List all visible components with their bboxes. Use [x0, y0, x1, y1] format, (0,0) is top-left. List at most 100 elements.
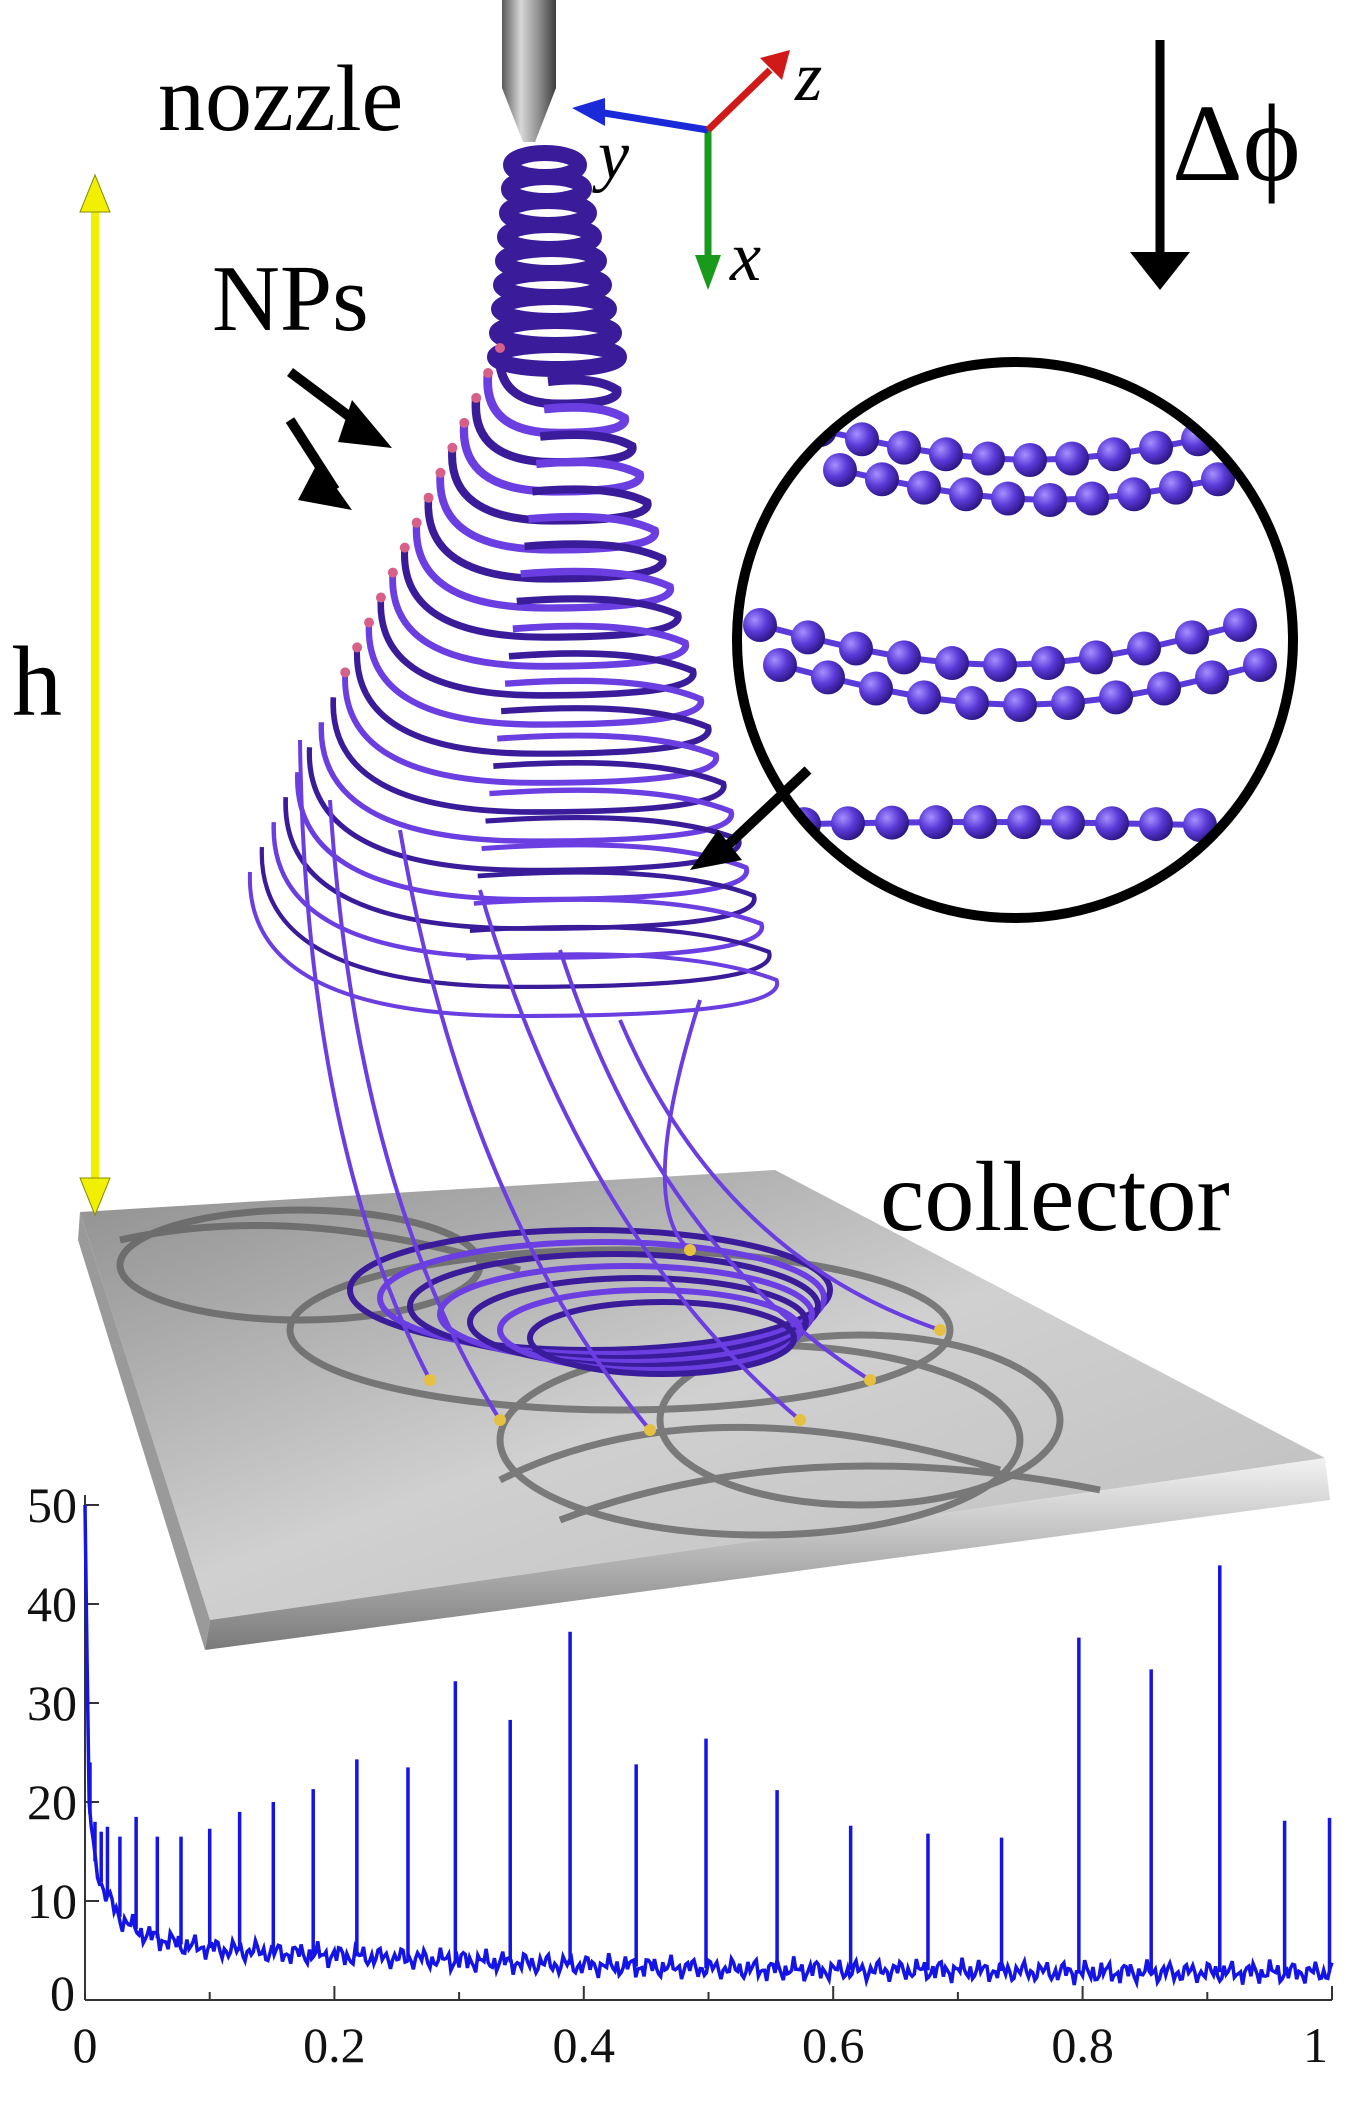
jet-deposit-loop — [407, 1251, 821, 1361]
spectrum-series — [83, 1504, 1334, 1990]
coordinate-axes — [572, 50, 790, 290]
jet-deposit-loop — [437, 1263, 815, 1365]
bead — [1003, 688, 1037, 722]
jet-strand — [398, 829, 652, 1432]
nozzle — [502, 0, 556, 142]
np-tip — [864, 1374, 876, 1386]
bead — [991, 481, 1025, 516]
np-tip — [387, 567, 398, 578]
bead — [1031, 646, 1065, 681]
jet-deposit-loop — [377, 1239, 827, 1357]
bead — [963, 805, 997, 839]
bead — [1147, 671, 1181, 706]
np-tip — [483, 367, 494, 378]
height-arrow — [79, 173, 111, 1217]
np-tip — [459, 417, 470, 428]
y-tick-label: 20 — [27, 1774, 77, 1830]
jet-loop — [259, 846, 772, 989]
bead — [763, 648, 797, 682]
bead — [1139, 430, 1173, 465]
jet-loop — [365, 622, 705, 728]
bead — [859, 671, 893, 706]
bead — [1095, 806, 1129, 841]
bead — [1117, 477, 1151, 512]
nps-arrows — [285, 368, 392, 510]
spectrum-baseline — [83, 1504, 1334, 1990]
np-tip — [794, 1414, 806, 1426]
jet-helix — [247, 145, 946, 1436]
jet-loop — [389, 572, 690, 670]
bead — [1079, 640, 1113, 675]
delta-phi-label: Δϕ — [1172, 82, 1301, 204]
jet-strand — [328, 799, 502, 1422]
y-tick-label: 40 — [27, 1576, 77, 1632]
bead — [1013, 443, 1047, 477]
x-tick-label: 1 — [1303, 2017, 1328, 2073]
jet-strand — [618, 1019, 941, 1332]
bead — [831, 806, 865, 841]
nps-label: NPs — [212, 247, 369, 351]
jet-deposit-loop — [467, 1275, 809, 1369]
axis-label-y: y — [592, 117, 630, 194]
jet-loop — [271, 821, 765, 960]
jet-loop — [342, 672, 720, 786]
bead — [887, 640, 921, 675]
bead — [1223, 413, 1257, 447]
jet-deposit-loop — [527, 1299, 797, 1377]
axis-label-z: z — [794, 39, 822, 116]
np-tip — [364, 617, 375, 628]
np-tip — [399, 542, 410, 553]
jet-loop — [295, 772, 750, 902]
bead — [919, 805, 953, 840]
y-tick-label: 50 — [27, 1477, 77, 1533]
np-tip — [494, 1414, 506, 1426]
delta-phi-arrow — [1130, 40, 1190, 290]
bead — [1075, 481, 1109, 516]
jet-loop — [377, 597, 697, 699]
bead — [839, 631, 873, 666]
bead — [1159, 470, 1193, 505]
jet-loop — [424, 497, 667, 583]
bead — [1097, 437, 1131, 472]
x-tick-label: 0.6 — [802, 2017, 865, 2073]
np-tip — [375, 592, 386, 603]
bead — [935, 646, 969, 681]
jet-strand — [478, 889, 802, 1422]
bead — [983, 648, 1017, 682]
bead — [1007, 805, 1041, 840]
x-tick-label: 0.8 — [1051, 2017, 1114, 2073]
np-tip — [644, 1424, 656, 1436]
np-tip — [471, 392, 482, 403]
np-tip — [411, 517, 422, 528]
jet-strand — [298, 739, 432, 1381]
np-tip — [340, 667, 351, 678]
y-tick-label: 30 — [27, 1675, 77, 1731]
np-tip — [435, 467, 446, 478]
np-tip — [424, 1374, 436, 1386]
x-tick-label: 0 — [73, 2017, 98, 2073]
x-tick-label: 0.4 — [553, 2017, 616, 2073]
y-tick-label-zero: 0 — [50, 1965, 75, 2021]
h-label: h — [12, 626, 62, 737]
np-tip — [934, 1324, 946, 1336]
bead — [1033, 483, 1067, 517]
np-tip — [447, 442, 458, 453]
jet-loop — [330, 697, 727, 815]
bead — [1139, 807, 1173, 842]
jet-loop — [483, 372, 629, 438]
nozzle-label: nozzle — [158, 47, 403, 151]
bead — [1201, 462, 1235, 497]
bead — [1175, 620, 1209, 655]
bead — [955, 686, 989, 721]
collector-label: collector — [880, 1141, 1230, 1252]
jet-strand — [558, 949, 872, 1382]
magnifier-pointer-arrow — [690, 766, 812, 870]
bead — [865, 462, 899, 497]
bead — [971, 441, 1005, 476]
bead — [1243, 648, 1277, 682]
jet-loop — [495, 347, 622, 409]
bead — [791, 620, 825, 655]
bead — [1195, 660, 1229, 695]
